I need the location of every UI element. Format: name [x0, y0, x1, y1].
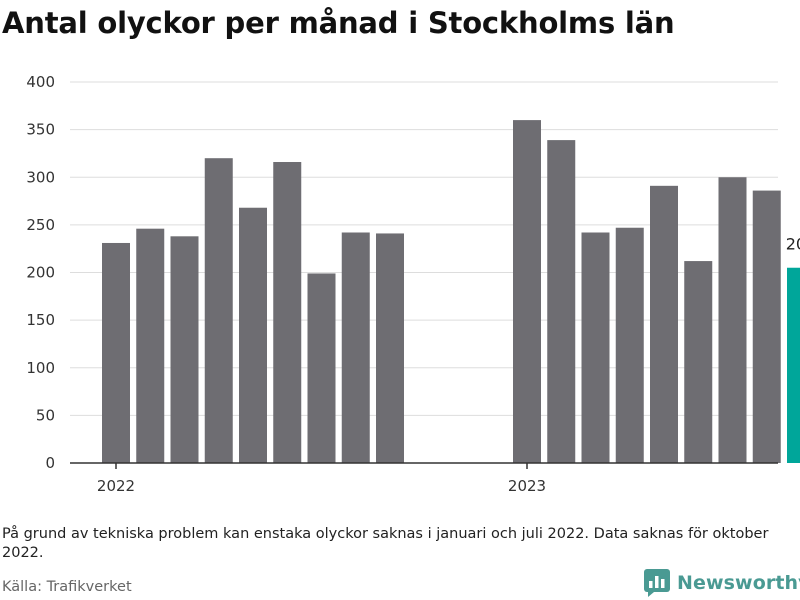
bar-2022-06 [273, 162, 302, 463]
bar-chart: 0 50 100 150 200 250 300 350 400 2022 2023 205 [26, 73, 800, 495]
x-axis: 2022 2023 [70, 462, 778, 495]
bar-2022-03 [170, 236, 199, 463]
bar-2023-07 [718, 177, 747, 463]
y-tick-label: 100 [26, 359, 55, 377]
y-tick-label: 200 [26, 264, 55, 282]
y-tick-label: 400 [26, 73, 55, 91]
data-labels: 205 [786, 235, 800, 254]
bars [102, 120, 800, 464]
bar-2023-04 [615, 227, 644, 463]
bar-2022-08 [341, 232, 370, 463]
bar-2023-08 [752, 190, 781, 463]
y-tick-label: 250 [26, 216, 55, 234]
bar-2022-04 [204, 158, 233, 463]
bar-2023-02 [547, 140, 576, 464]
y-axis-ticks: 0 50 100 150 200 250 300 350 400 [26, 73, 55, 472]
y-tick-label: 50 [36, 406, 55, 424]
chart-note: På grund av tekniska problem kan enstaka… [2, 526, 769, 561]
bar-2022-02 [136, 228, 165, 463]
data-label: 205 [786, 235, 800, 254]
logo-text: Newsworthy [677, 572, 800, 594]
bar-2022-09 [376, 233, 404, 463]
x-tick-label: 2023 [508, 477, 546, 495]
y-tick-label: 150 [26, 311, 55, 329]
bar-2023-06 [684, 261, 713, 463]
bar-2023-09 [787, 267, 800, 463]
bar-2023-03 [581, 232, 610, 463]
newsworthy-logo: Newsworthy [644, 569, 800, 597]
bar-2022-05 [239, 207, 267, 463]
y-tick-label: 300 [26, 168, 55, 186]
bar-2022-07 [307, 273, 336, 463]
bar-chart-logo-icon [644, 569, 670, 597]
source-text: Källa: Trafikverket [2, 579, 132, 595]
y-tick-label: 0 [45, 454, 55, 472]
bar-2023-05 [650, 185, 678, 463]
x-tick-label: 2022 [97, 477, 135, 495]
chart-title: Antal olyckor per månad i Stockholms län [2, 6, 675, 40]
bar-2023-01 [513, 120, 541, 463]
y-tick-label: 350 [26, 121, 55, 139]
bar-2022-01 [102, 242, 130, 463]
